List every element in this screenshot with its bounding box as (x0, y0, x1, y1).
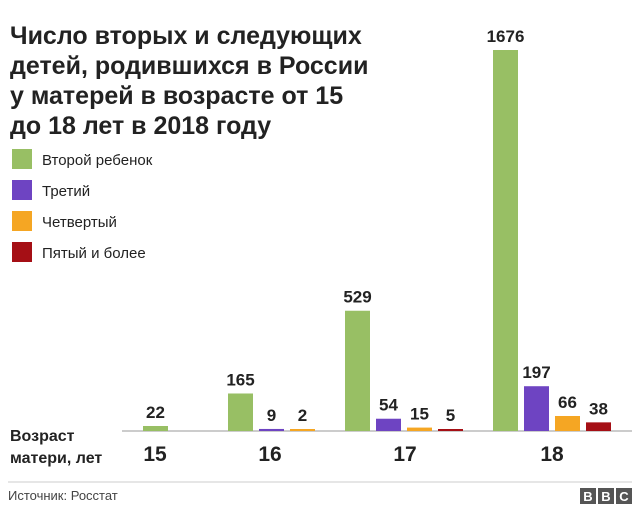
bar (228, 393, 253, 431)
logo-block (580, 488, 596, 504)
data-label: 529 (343, 288, 371, 307)
bar (555, 415, 580, 431)
data-label: 66 (558, 393, 577, 412)
x-tick-label: 15 (143, 443, 167, 466)
bar (376, 418, 401, 431)
legend-label: Третий (42, 183, 90, 200)
data-label: 1676 (487, 27, 525, 46)
chart-title: у матерей в возрасте от 15 (10, 82, 343, 110)
x-tick-label: 18 (540, 443, 564, 466)
legend-swatch (12, 211, 32, 231)
bar (259, 428, 284, 431)
data-label: 9 (267, 406, 276, 425)
chart-title: Число вторых и следующих (10, 22, 362, 50)
source: Источник: Росстат (8, 488, 118, 503)
legend-swatch (12, 180, 32, 200)
data-label: 15 (410, 405, 429, 424)
x-tick-label: 17 (393, 443, 416, 466)
x-axis-label: матери, лет (10, 450, 102, 467)
chart-title: до 18 лет в 2018 году (10, 112, 271, 140)
data-label: 22 (146, 403, 165, 422)
bar (407, 427, 432, 431)
bar (438, 429, 463, 431)
data-label: 197 (522, 363, 550, 382)
chart-title: детей, родившихся в России (10, 52, 368, 80)
legend-label: Четвертый (42, 214, 117, 231)
bar (345, 310, 370, 431)
bar (524, 386, 549, 431)
logo-block (616, 488, 632, 504)
bar (143, 425, 168, 431)
legend-swatch (12, 242, 32, 262)
logo-letter: B (601, 489, 610, 504)
bar (290, 429, 315, 431)
data-label: 54 (379, 396, 398, 415)
x-tick-label: 16 (258, 443, 281, 466)
legend-label: Пятый и более (42, 245, 146, 262)
bar (493, 50, 518, 431)
data-label: 5 (446, 406, 455, 425)
data-label: 2 (298, 406, 307, 425)
legend-swatch (12, 149, 32, 169)
logo-letter: B (583, 489, 592, 504)
data-label: 38 (589, 399, 608, 418)
logo-letter: C (619, 489, 629, 504)
x-axis-label: Возраст (10, 428, 75, 445)
bar (586, 422, 611, 431)
legend-label: Второй ребенок (42, 152, 153, 169)
logo-block (598, 488, 614, 504)
data-label: 165 (226, 370, 254, 389)
